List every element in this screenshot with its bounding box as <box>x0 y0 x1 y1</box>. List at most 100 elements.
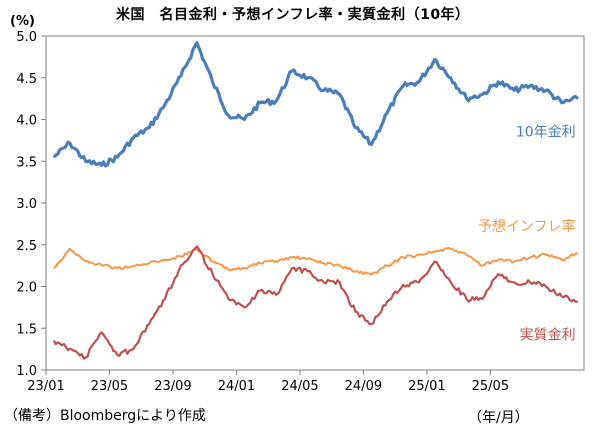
data-point <box>69 248 71 250</box>
data-point <box>275 100 277 102</box>
data-point <box>180 265 182 267</box>
data-point <box>323 89 325 91</box>
data-point <box>227 298 230 300</box>
x-tick-label: 25/01 <box>408 379 445 394</box>
data-point <box>450 248 452 250</box>
x-tick-label: 24/05 <box>281 379 318 394</box>
data-point <box>132 265 134 268</box>
data-point <box>323 262 325 264</box>
data-point <box>69 348 71 350</box>
data-point <box>164 103 166 106</box>
data-point <box>227 114 230 116</box>
data-point <box>577 98 579 100</box>
data-point <box>275 260 277 263</box>
data-point <box>513 260 515 263</box>
data-point <box>100 264 103 266</box>
data-point <box>434 250 436 253</box>
data-point <box>465 98 468 100</box>
data-point <box>402 284 404 286</box>
data-point <box>307 270 309 273</box>
data-point <box>338 93 341 96</box>
data-point <box>545 285 547 288</box>
data-point <box>418 281 420 283</box>
data-point <box>196 42 198 44</box>
data-point <box>386 112 388 114</box>
data-point <box>323 281 325 283</box>
data-point <box>577 252 579 254</box>
data-point <box>275 294 277 296</box>
data-point <box>497 81 499 83</box>
data-point <box>132 137 134 139</box>
y-axis-unit: (%) <box>10 14 35 29</box>
x-tick-label: 24/09 <box>345 379 382 394</box>
data-point <box>291 256 293 258</box>
data-point <box>402 256 404 258</box>
data-point <box>513 89 515 91</box>
y-tick-label: 4.5 <box>16 72 37 87</box>
data-point <box>434 58 436 60</box>
data-point <box>53 340 55 342</box>
data-point <box>513 281 515 283</box>
series-label-1: 10年金利 <box>516 125 576 141</box>
data-point <box>180 75 182 77</box>
data-point <box>370 323 372 325</box>
series-line-1 <box>52 41 579 168</box>
data-point <box>212 273 214 275</box>
data-point <box>53 267 55 269</box>
data-point <box>259 290 261 292</box>
y-axis-ticks: 1.0 1.5 2.0 2.5 3.0 3.5 4.0 4.5 5.0 <box>16 30 46 379</box>
data-point <box>497 273 499 275</box>
data-point <box>418 81 420 83</box>
data-point <box>465 298 468 300</box>
y-tick-label: 1.0 <box>16 364 37 379</box>
data-point <box>53 156 55 158</box>
series-lines <box>52 41 579 360</box>
data-point <box>529 85 531 87</box>
data-point <box>116 354 119 356</box>
data-point <box>529 281 531 283</box>
data-point <box>212 260 214 263</box>
x-tick-label: 23/05 <box>91 379 128 394</box>
data-point <box>450 281 452 283</box>
data-point <box>561 102 563 104</box>
y-tick-label: 1.5 <box>16 322 37 337</box>
data-point <box>370 143 372 146</box>
data-point <box>291 267 293 269</box>
y-tick-label: 2.0 <box>16 281 37 296</box>
x-tick-label: 25/05 <box>472 379 509 394</box>
data-point <box>116 156 119 158</box>
data-point <box>116 267 119 269</box>
data-point <box>561 295 563 298</box>
data-point <box>259 262 261 264</box>
series-line-2 <box>53 246 578 276</box>
data-point <box>465 254 468 256</box>
x-axis-ticks: 23/01 23/05 23/09 24/01 24/05 24/09 25/01 25/05 <box>27 370 509 394</box>
data-point <box>545 89 547 91</box>
data-point <box>481 265 484 267</box>
data-point <box>434 260 436 263</box>
y-tick-label: 3.5 <box>16 155 37 170</box>
data-point <box>259 102 261 104</box>
data-point <box>402 85 404 87</box>
data-point <box>370 274 372 276</box>
data-point <box>354 127 357 129</box>
data-point <box>307 258 309 260</box>
data-point <box>307 77 309 79</box>
series-line-3 <box>52 245 578 360</box>
data-point <box>85 260 87 263</box>
data-point <box>243 267 245 269</box>
data-point <box>577 300 579 303</box>
data-point <box>386 300 388 303</box>
data-point <box>196 245 198 248</box>
data-point <box>148 127 150 129</box>
y-tick-label: 5.0 <box>16 30 37 45</box>
series-label-3: 実質金利 <box>520 328 576 344</box>
series-label-2: 予想インフレ率 <box>478 218 576 235</box>
data-point <box>180 255 182 258</box>
data-point <box>497 259 499 261</box>
data-point <box>418 254 420 256</box>
data-point <box>243 118 245 121</box>
data-point <box>243 306 245 308</box>
y-tick-label: 2.5 <box>16 239 37 254</box>
